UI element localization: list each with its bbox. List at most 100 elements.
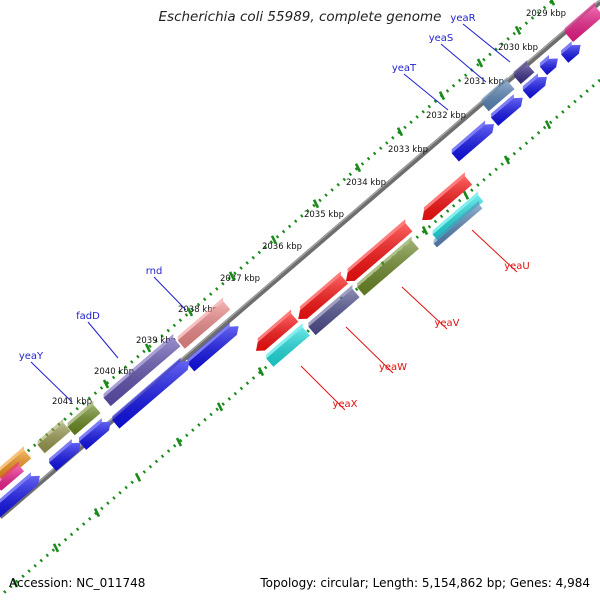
gene-yeaW-leader [345, 326, 394, 374]
gene-red-3-top [299, 271, 341, 311]
ruler-tick-mark [312, 199, 320, 209]
gene-yeaR-leader [462, 23, 511, 63]
cds-feature-top [451, 120, 486, 154]
gene-olive-shade [37, 422, 71, 454]
ruler-ticks: 2029 kbp 2030 kbp 2031 kbp 2032 kbp 2033 kbp… [11, 0, 566, 588]
gene-red-2-shade [345, 223, 413, 282]
gene-yeaW-label: yeaW [379, 362, 407, 373]
gene-olive-top [37, 418, 64, 445]
ruler-tick-label: 2037 kbp [220, 274, 260, 284]
ruler-tick-mark [228, 271, 236, 281]
gene-yeaT-leader [403, 73, 449, 111]
ruler-tick-label: 2030 kbp [498, 43, 538, 53]
gene-rnd-top [177, 297, 224, 341]
ruler-tick-mark [476, 58, 484, 68]
gene-yeaV-shade [357, 240, 419, 296]
gene-yeaS-top [481, 76, 508, 103]
gene-cyan-small-shade [432, 195, 484, 241]
gene-magenta-top [564, 2, 595, 33]
gene-rnd-label: rnd [146, 266, 163, 277]
gene-yeaU-label: yeaU [504, 261, 530, 272]
gene-yeaR-top [513, 60, 528, 76]
genome-summary-text: Topology: circular; Length: 5,154,862 bp… [260, 576, 590, 590]
ruler-tick-label: 2033 kbp [388, 145, 428, 155]
cds-feature-shade [539, 58, 558, 76]
cds-feature-top [0, 472, 31, 503]
inner-ruler-tick [544, 120, 552, 130]
cds-feature-top [187, 322, 230, 364]
gene-fadD-shade [103, 337, 181, 407]
gene-yeaX-label: yeaX [332, 399, 357, 410]
gene-magenta-shade [564, 6, 600, 42]
ruler-tick-mark [549, 0, 556, 6]
ruler-tick-label: 2031 kbp [464, 77, 504, 87]
inner-ruler-tick [503, 155, 511, 165]
gene-yeaW-shade [308, 288, 360, 336]
gene-yeaY-shade [67, 404, 101, 436]
gene-yeaX-shade [266, 327, 310, 367]
cds-feature-top [79, 418, 102, 442]
gene-yeaV-top [357, 236, 412, 288]
cds-feature-shade [561, 44, 581, 63]
gene-fadD-top [103, 333, 174, 398]
gene-yeaR-label: yeaR [450, 13, 475, 24]
ruler-tick-label: 2032 kbp [426, 111, 466, 121]
gene-yeaY-top [67, 400, 94, 427]
ruler-tick-label: 2029 kbp [526, 9, 566, 19]
ruler-tick-mark [396, 127, 404, 137]
gene-yeaU-leader [471, 229, 518, 273]
gene-red-4-shade [256, 313, 299, 351]
cds-feature-top [112, 357, 181, 421]
cds-feature-top [561, 41, 572, 55]
gene-yeaV-label: yeaV [434, 318, 459, 329]
cds-feature-top [539, 54, 549, 67]
gene-yeaX-top [266, 323, 303, 359]
ruler-tick-label: 2040 kbp [94, 367, 134, 377]
cds-feature-shade [49, 442, 81, 471]
gene-yeaR-shade [513, 64, 535, 84]
accession-text: Accession: NC_011748 [9, 576, 146, 590]
ruler-tick-mark [514, 25, 522, 35]
gene-blue-small-top [433, 200, 480, 244]
ruler-tick-mark [438, 91, 446, 101]
ruler-tick-mark [102, 379, 110, 389]
inner-ruler-tick [216, 402, 224, 412]
ruler-tick-label: 2036 kbp [262, 242, 302, 252]
gene-red-3-shade [298, 275, 349, 320]
inner-ruler-tick [11, 578, 19, 588]
gene-yeaY-label: yeaY [19, 351, 44, 362]
inner-ruler-tick [93, 507, 101, 518]
gene-yeaU-top [423, 172, 465, 212]
gene-yeaX-leader [300, 365, 346, 411]
gene-yeaV-leader [401, 286, 448, 330]
gene-yeaS-shade [481, 80, 515, 112]
gene-yeaW-top [308, 284, 353, 327]
ruler-tick-label: 2038 kbp [178, 305, 218, 315]
gene-features [0, 2, 600, 518]
cds-feature-shade [79, 421, 111, 450]
ruler-tick-mark [354, 163, 362, 173]
inner-ruler-tick [134, 472, 142, 482]
gene-blue-small-shade [433, 204, 483, 248]
gene-rnd-leader [153, 276, 187, 311]
genome-title: Escherichia coli 55989, complete genome [158, 9, 442, 25]
inner-ruler-tick [421, 225, 429, 236]
gene-yeaY-leader [30, 361, 73, 403]
inner-ruler-tick [462, 190, 470, 200]
gene-yeaS-leader [440, 43, 487, 83]
cds-feature-shade [451, 124, 494, 162]
gene-orange-top [0, 446, 25, 471]
inner-ruler-tick [52, 543, 60, 553]
gene-fadD-leader [87, 321, 119, 359]
inner-ruler-tick [257, 366, 265, 377]
gene-pink-shade [0, 465, 24, 491]
ruler-tick-label: 2035 kbp [304, 210, 344, 220]
cds-feature-top [49, 439, 72, 463]
cds-feature-shade [187, 326, 239, 372]
ruler-tick-mark [144, 343, 152, 353]
ruler-tick-mark [270, 235, 278, 245]
gene-red-2-top [347, 219, 406, 273]
cds-feature-shade [522, 76, 547, 99]
gene-yeaS-label: yeaS [429, 33, 454, 44]
